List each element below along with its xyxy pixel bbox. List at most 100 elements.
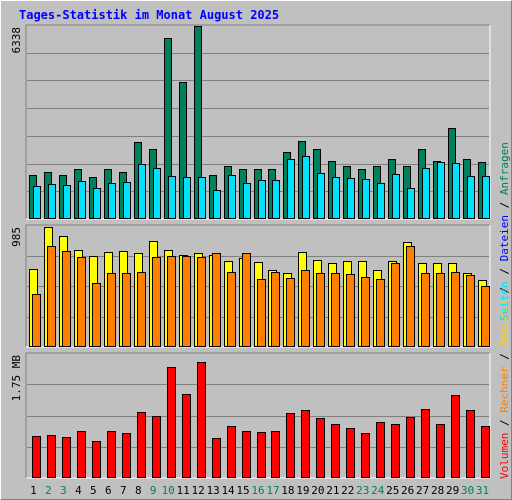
- bar-pages-visits-rechner-day-15: [242, 253, 251, 347]
- bar-volume-volumen-day-20: [316, 418, 325, 478]
- legend-part: Anfragen: [498, 142, 511, 202]
- x-tick-label-day-10: 10: [162, 484, 175, 497]
- x-tick-label-day-27: 27: [416, 484, 429, 497]
- bar-pages-visits-rechner-day-19: [301, 270, 310, 347]
- bar-volume-volumen-day-13: [212, 438, 221, 478]
- x-tick-label-day-17: 17: [266, 484, 279, 497]
- legend-part: /: [498, 287, 511, 300]
- y-max-label: 985: [10, 227, 23, 247]
- bar-volume-volumen-day-21: [331, 424, 340, 478]
- x-tick-label-day-30: 30: [461, 484, 474, 497]
- x-tick-label-day-13: 13: [206, 484, 219, 497]
- bar-hits-files-dateien-day-8: [138, 164, 146, 219]
- bar-hits-files-dateien-day-7: [123, 182, 131, 219]
- bar-pages-visits-rechner-day-16: [257, 279, 266, 347]
- bar-pages-visits-rechner-day-4: [77, 257, 86, 347]
- bar-volume-volumen-day-27: [421, 409, 430, 478]
- bar-pages-visits-rechner-day-24: [376, 279, 385, 347]
- bar-hits-files-dateien-day-28: [437, 162, 445, 219]
- x-tick-label-day-16: 16: [251, 484, 264, 497]
- x-tick-label-day-24: 24: [371, 484, 385, 497]
- bar-volume-volumen-day-10: [167, 367, 176, 478]
- x-tick-label-day-18: 18: [281, 484, 294, 497]
- x-tick-label-day-9: 9: [150, 484, 157, 497]
- bar-hits-files-dateien-day-4: [78, 181, 86, 219]
- x-tick-label-day-7: 7: [120, 484, 127, 497]
- bar-pages-visits-rechner-day-26: [406, 246, 415, 347]
- bar-pages-visits-rechner-day-25: [391, 263, 400, 347]
- bar-hits-files-dateien-day-19: [302, 156, 310, 219]
- bar-volume-volumen-day-28: [436, 424, 445, 478]
- bar-hits-files-dateien-day-5: [93, 188, 101, 219]
- bar-pages-visits-rechner-day-9: [152, 257, 161, 347]
- bar-pages-visits-rechner-day-30: [466, 275, 475, 347]
- bar-hits-files-dateien-day-20: [317, 173, 325, 219]
- x-tick-label-day-25: 25: [386, 484, 399, 497]
- bar-pages-visits-rechner-day-27: [421, 273, 430, 347]
- bar-volume-volumen-day-4: [77, 431, 86, 478]
- x-tick-label-day-19: 19: [296, 484, 309, 497]
- legend-part: Besuche: [498, 300, 511, 353]
- bar-hits-files-dateien-day-26: [407, 188, 415, 219]
- bar-volume-volumen-day-19: [301, 410, 310, 478]
- legend-part: /: [498, 353, 511, 366]
- x-tick-label-day-5: 5: [90, 484, 97, 497]
- bar-volume-volumen-day-29: [451, 395, 460, 478]
- x-tick-label-day-4: 4: [75, 484, 82, 497]
- bar-pages-visits-rechner-day-23: [361, 277, 370, 347]
- bar-pages-visits-rechner-day-17: [271, 272, 280, 347]
- bar-volume-volumen-day-1: [32, 436, 41, 478]
- bar-pages-visits-rechner-day-1: [32, 294, 41, 347]
- bar-volume-volumen-day-22: [346, 428, 355, 478]
- bar-hits-files-dateien-day-14: [228, 175, 236, 219]
- bar-volume-volumen-day-26: [406, 417, 415, 478]
- x-tick-label-day-15: 15: [236, 484, 249, 497]
- x-tick-label-day-22: 22: [341, 484, 354, 497]
- bar-volume-volumen-day-7: [122, 433, 131, 478]
- bar-volume-volumen-day-17: [271, 431, 280, 478]
- bar-volume-volumen-day-3: [62, 437, 71, 478]
- bar-hits-files-dateien-day-3: [63, 185, 71, 219]
- bar-pages-visits-rechner-day-10: [167, 256, 176, 347]
- bar-volume-volumen-day-11: [182, 394, 191, 478]
- legend-part: Rechner: [498, 366, 511, 419]
- legend-volume-visits: Volumen / Rechner / Besuche /: [498, 287, 511, 479]
- bar-hits-files-dateien-day-13: [213, 190, 221, 219]
- bar-volume-volumen-day-31: [481, 426, 490, 478]
- bar-pages-visits-rechner-day-6: [107, 273, 116, 347]
- legend-hits-files-pages: Seiten / Dateien / Anfragen: [498, 142, 511, 321]
- bar-pages-visits-rechner-day-14: [227, 272, 236, 347]
- x-tick-label-day-20: 20: [311, 484, 324, 497]
- bar-volume-volumen-day-14: [227, 426, 236, 478]
- bar-volume-volumen-day-2: [47, 435, 56, 478]
- bar-hits-files-dateien-day-23: [362, 179, 370, 219]
- bar-pages-visits-rechner-day-28: [436, 273, 445, 347]
- x-tick-label-day-12: 12: [192, 484, 205, 497]
- bar-volume-volumen-day-16: [257, 432, 266, 478]
- bar-hits-files-dateien-day-17: [272, 180, 280, 219]
- bar-volume-volumen-day-12: [197, 362, 206, 478]
- x-tick-label-day-28: 28: [431, 484, 444, 497]
- legend-part: Seiten: [498, 281, 511, 321]
- x-tick-label-day-8: 8: [135, 484, 142, 497]
- bar-pages-visits-rechner-day-11: [182, 256, 191, 347]
- bar-pages-visits-rechner-day-12: [197, 257, 206, 347]
- legend-part: /: [498, 202, 511, 215]
- bar-hits-files-dateien-day-9: [153, 168, 161, 219]
- bar-pages-visits-rechner-day-18: [286, 278, 295, 347]
- bar-hits-files-dateien-day-16: [258, 180, 266, 219]
- bar-pages-visits-rechner-day-31: [481, 286, 490, 347]
- bar-volume-volumen-day-24: [376, 422, 385, 478]
- bar-hits-files-dateien-day-25: [392, 174, 400, 219]
- bar-hits-files-dateien-day-31: [482, 176, 490, 219]
- bar-pages-visits-rechner-day-21: [331, 273, 340, 347]
- x-tick-label-day-3: 3: [60, 484, 67, 497]
- bar-pages-visits-rechner-day-5: [92, 283, 101, 347]
- bar-volume-volumen-day-23: [361, 433, 370, 478]
- x-tick-label-day-2: 2: [45, 484, 52, 497]
- bar-pages-visits-rechner-day-3: [62, 251, 71, 347]
- bar-hits-files-dateien-day-27: [422, 168, 430, 219]
- x-tick-label-day-14: 14: [221, 484, 235, 497]
- y-max-label: 1.75 MB: [10, 355, 23, 402]
